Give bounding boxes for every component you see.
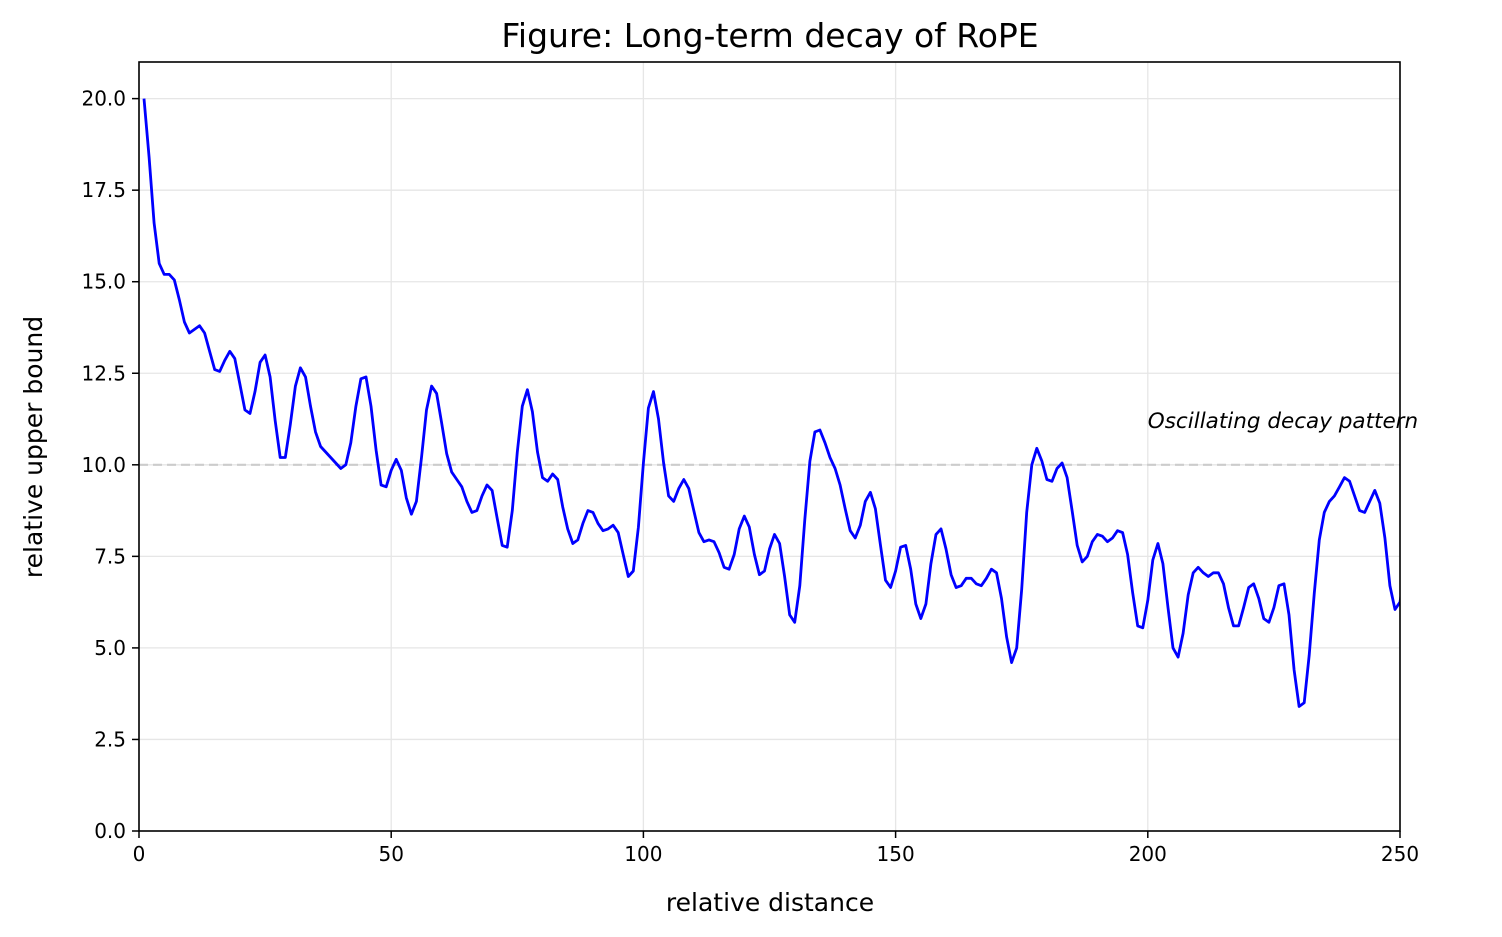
chart-title: Figure: Long-term decay of RoPE bbox=[501, 16, 1038, 55]
annotation-text: Oscillating decay pattern bbox=[1148, 409, 1418, 434]
y-tick-label: 0.0 bbox=[94, 819, 126, 843]
plot-frame bbox=[138, 61, 1401, 832]
x-axis-ticks: 0 50 100 150 200 250 bbox=[133, 831, 1419, 866]
y-tick-label: 10.0 bbox=[81, 453, 126, 477]
y-tick-label: 7.5 bbox=[94, 544, 126, 568]
x-tick-label: 250 bbox=[1381, 842, 1419, 866]
x-axis-label: relative distance bbox=[666, 888, 874, 917]
x-tick-label: 150 bbox=[877, 842, 915, 866]
y-tick-label: 17.5 bbox=[81, 178, 126, 202]
y-tick-label: 20.0 bbox=[81, 87, 126, 111]
x-tick-label: 200 bbox=[1129, 842, 1167, 866]
y-tick-label: 2.5 bbox=[94, 727, 126, 751]
plot-area bbox=[139, 62, 1400, 831]
series-line bbox=[142, 98, 1400, 708]
y-axis-label: relative upper bound bbox=[19, 316, 48, 578]
x-tick-label: 0 bbox=[133, 842, 146, 866]
y-tick-label: 12.5 bbox=[81, 361, 126, 385]
y-axis-ticks: 0.0 2.5 5.0 7.5 10.0 12.5 15.0 17.5 20.0 bbox=[81, 87, 139, 843]
x-tick-label: 100 bbox=[624, 842, 662, 866]
y-tick-label: 15.0 bbox=[81, 270, 126, 294]
y-tick-label: 5.0 bbox=[94, 636, 126, 660]
x-tick-label: 50 bbox=[378, 842, 403, 866]
